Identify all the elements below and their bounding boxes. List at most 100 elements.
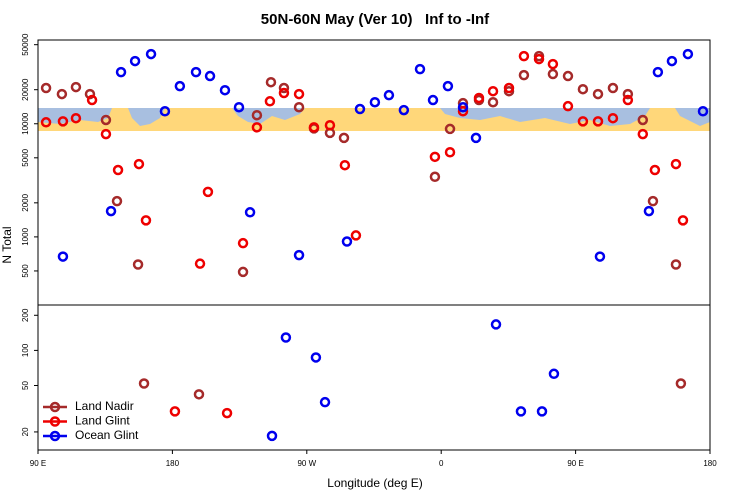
point xyxy=(278,87,290,99)
y-tick-label: 20000 xyxy=(21,78,30,101)
point xyxy=(70,81,82,93)
x-tick-label: 90 E xyxy=(567,459,583,468)
point xyxy=(204,70,216,82)
point xyxy=(369,96,381,108)
x-tick-label: 90 W xyxy=(297,459,316,468)
point xyxy=(194,258,206,269)
point xyxy=(57,251,69,262)
point xyxy=(622,88,634,100)
point xyxy=(649,164,661,176)
point xyxy=(264,96,276,107)
point xyxy=(414,63,426,75)
point xyxy=(129,55,141,67)
point xyxy=(244,207,256,218)
point xyxy=(280,332,292,343)
point xyxy=(219,84,231,96)
point xyxy=(594,251,606,262)
legend-marker xyxy=(49,430,61,442)
legend-marker xyxy=(49,416,61,427)
map-land xyxy=(38,108,710,126)
point xyxy=(547,58,559,70)
point xyxy=(607,112,619,124)
point xyxy=(637,128,649,140)
point xyxy=(670,158,682,170)
point xyxy=(457,101,469,113)
point xyxy=(398,104,410,116)
point xyxy=(115,66,127,78)
point xyxy=(193,389,205,400)
point xyxy=(652,66,664,78)
point xyxy=(675,378,687,389)
point xyxy=(592,116,604,127)
point xyxy=(562,70,574,82)
top-panel-frame xyxy=(37,39,711,306)
point xyxy=(111,195,123,207)
x-axis-label: Longitude (deg E) xyxy=(327,476,422,490)
y-tick-label: 20 xyxy=(21,427,30,436)
point xyxy=(383,89,395,101)
point xyxy=(265,76,277,88)
y-axis-label: N Total xyxy=(0,226,14,263)
point xyxy=(470,132,482,144)
point xyxy=(341,236,353,247)
point xyxy=(237,266,249,278)
point xyxy=(518,69,530,81)
point xyxy=(547,68,559,80)
legend-label: Ocean Glint xyxy=(75,428,139,442)
point xyxy=(140,215,152,226)
point xyxy=(40,82,52,94)
point xyxy=(251,122,263,133)
point xyxy=(293,88,305,100)
point xyxy=(169,406,181,417)
point xyxy=(503,82,515,94)
point xyxy=(442,80,454,92)
point xyxy=(562,100,574,112)
point xyxy=(607,82,619,94)
point xyxy=(682,48,694,60)
point xyxy=(637,114,649,126)
point xyxy=(112,164,124,176)
point xyxy=(518,50,530,62)
x-tick-label: 90 E xyxy=(30,459,46,468)
point xyxy=(293,249,305,261)
point xyxy=(444,123,456,135)
point xyxy=(159,105,171,117)
point xyxy=(70,112,82,124)
point xyxy=(622,94,634,106)
y-tick-label: 5000 xyxy=(21,148,30,166)
point xyxy=(324,120,336,131)
point xyxy=(105,205,117,217)
point xyxy=(592,88,604,100)
point xyxy=(237,237,249,249)
point xyxy=(86,94,98,106)
point xyxy=(487,96,499,108)
point xyxy=(548,368,560,380)
point xyxy=(84,88,96,100)
point xyxy=(221,407,233,419)
point xyxy=(145,48,157,60)
point xyxy=(697,105,709,117)
legend-marker xyxy=(49,401,61,413)
y-tick-label: 100 xyxy=(21,343,30,357)
y-tick-label: 50000 xyxy=(21,33,30,56)
point xyxy=(174,80,186,92)
point xyxy=(100,128,112,140)
point xyxy=(429,171,441,183)
point xyxy=(429,151,441,163)
point xyxy=(310,352,322,363)
point xyxy=(339,159,351,171)
point xyxy=(266,430,278,442)
point xyxy=(202,186,214,198)
point xyxy=(677,215,689,226)
point xyxy=(251,109,263,121)
x-tick-label: 0 xyxy=(439,459,444,468)
point xyxy=(533,53,545,65)
point xyxy=(57,116,69,127)
point xyxy=(233,101,245,113)
point xyxy=(647,195,659,207)
point xyxy=(457,105,469,117)
point xyxy=(338,132,350,144)
point xyxy=(308,122,320,133)
x-tick-label: 180 xyxy=(703,459,717,468)
